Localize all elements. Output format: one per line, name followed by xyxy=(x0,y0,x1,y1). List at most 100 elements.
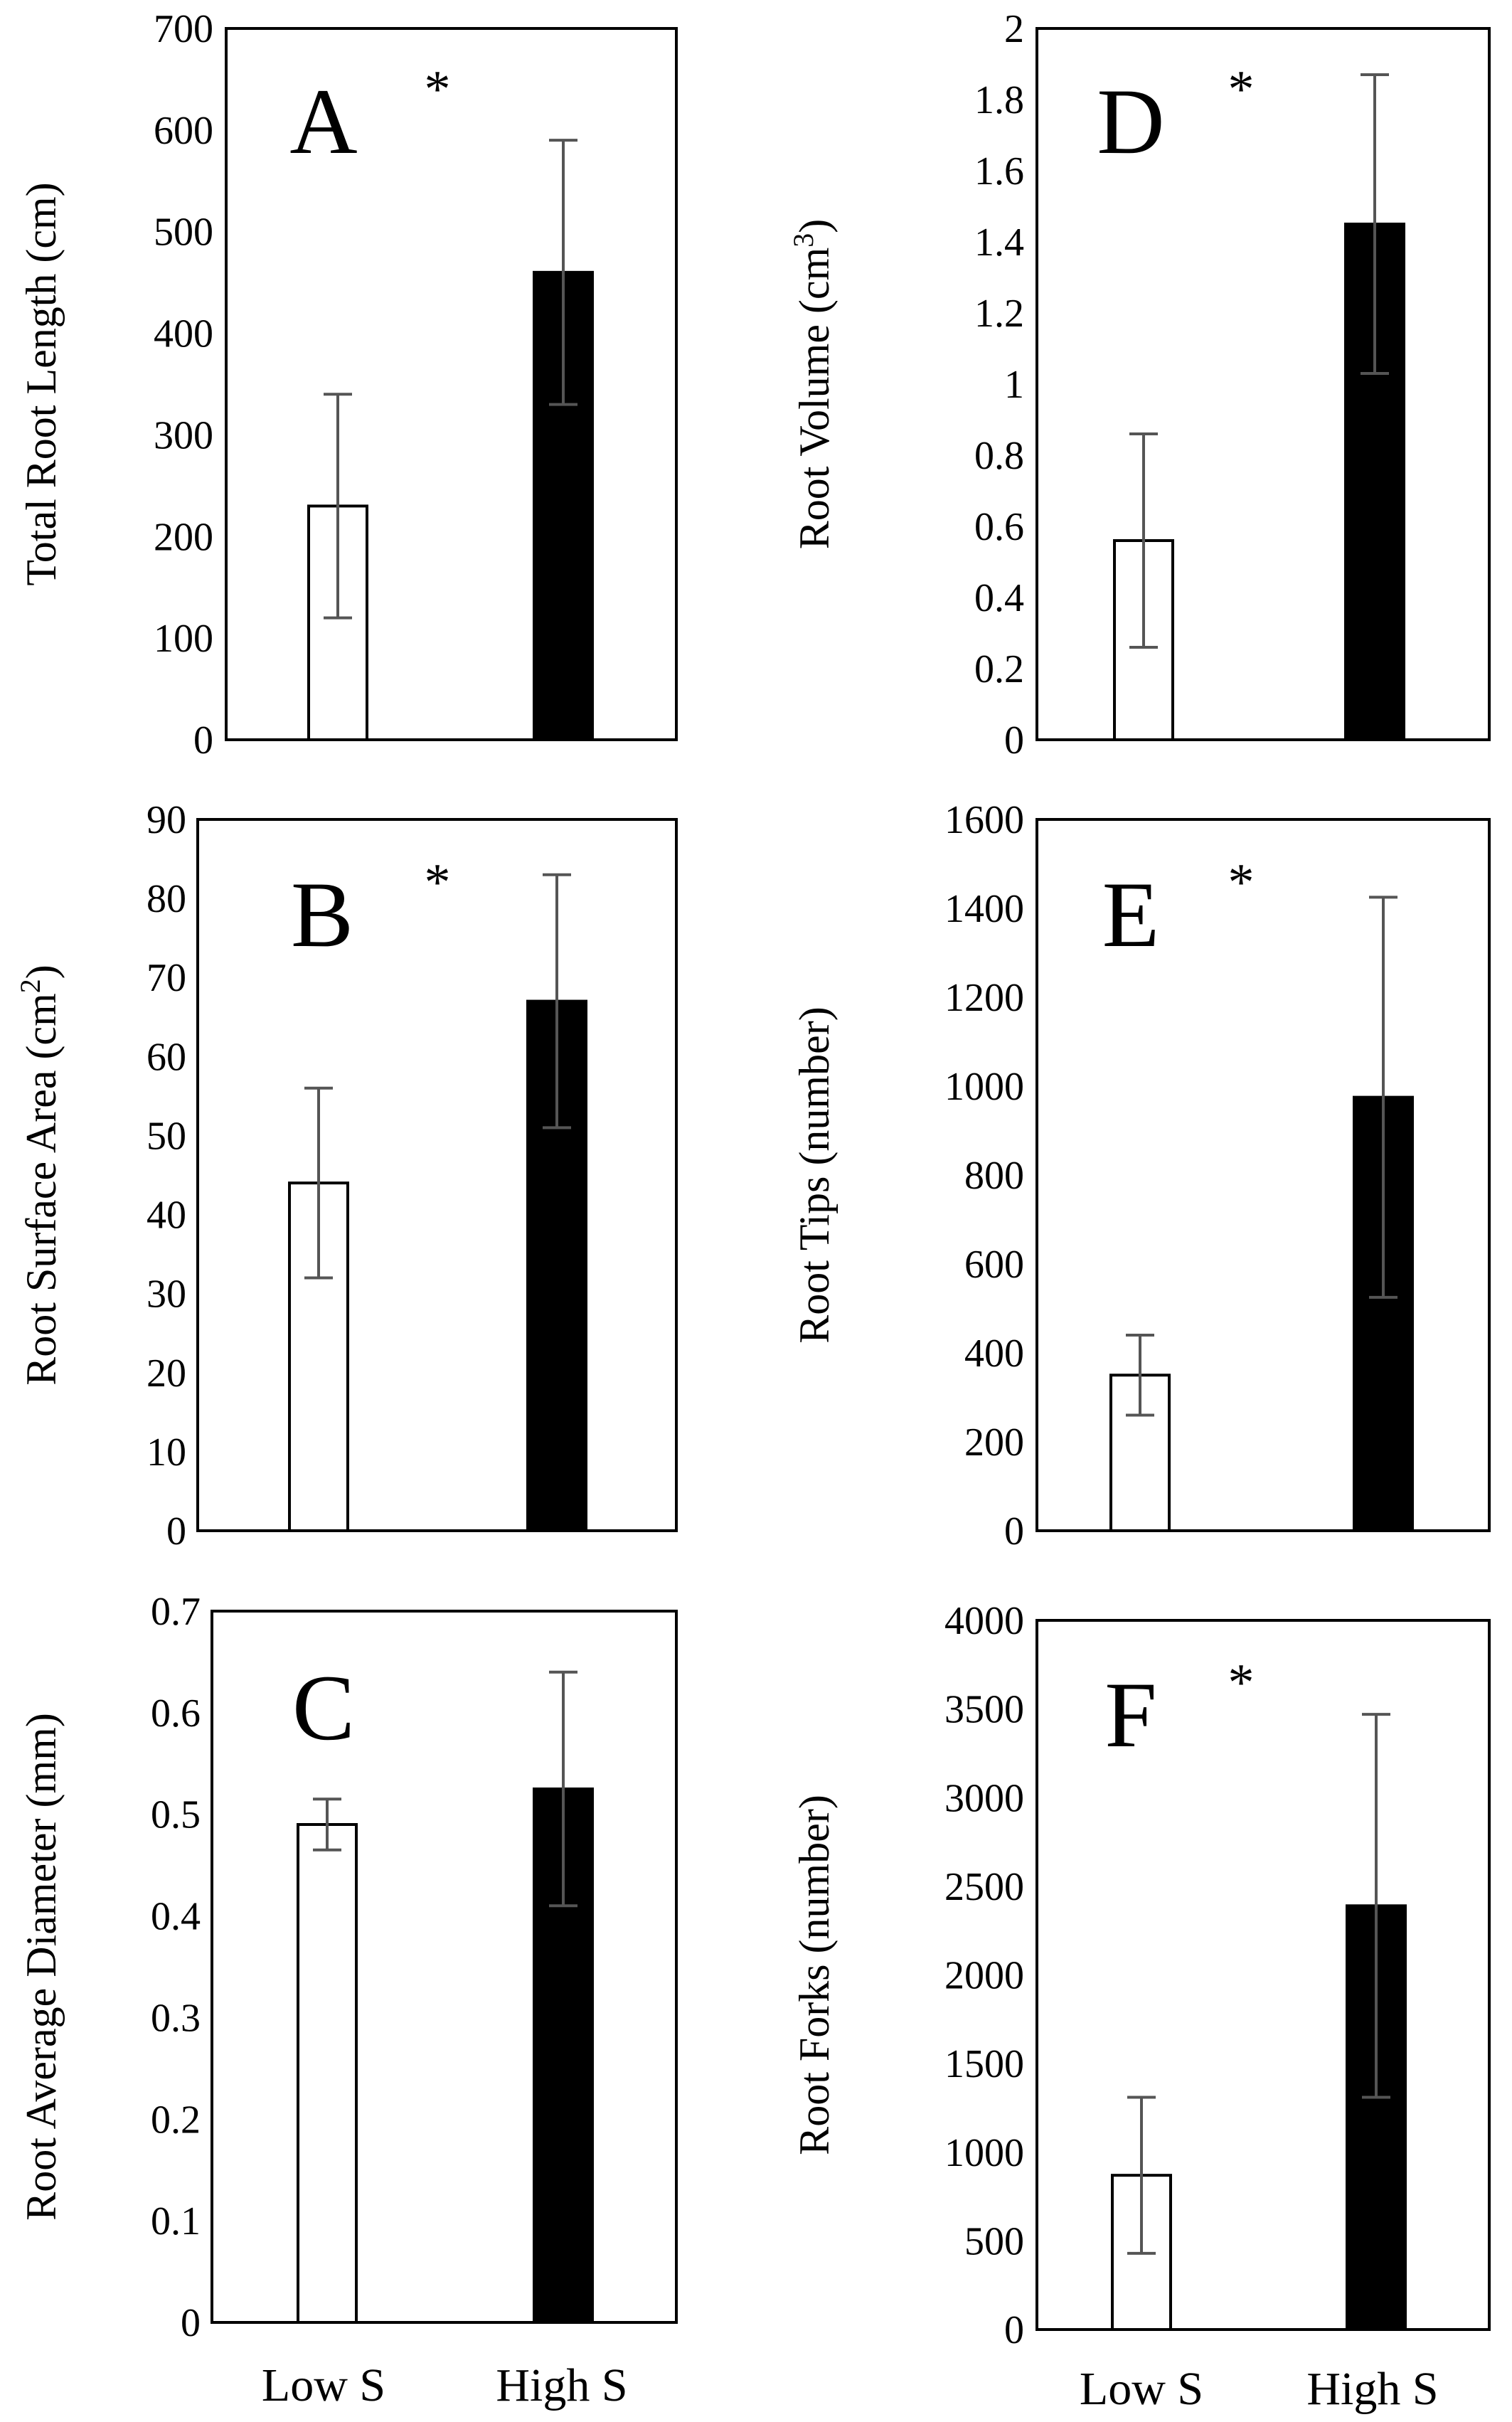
y-tick-f-6: 3000 xyxy=(944,1776,1024,1820)
y-tick-d-6: 1.2 xyxy=(974,292,1024,336)
panel-letter-a: A xyxy=(289,69,357,174)
panel-d: 0 0.2 0.4 0.6 0.8 1 1.2 1.4 1.6 1.8 2 Root Volume (… xyxy=(787,7,1491,763)
plot-frame-d xyxy=(1035,27,1491,741)
y-tick-e-2: 400 xyxy=(964,1332,1024,1376)
y-axis-label-b: Root Surface Area (cm2) xyxy=(14,965,65,1385)
y-tick-c-7: 0.7 xyxy=(151,1590,201,1634)
error-bar-b-low-s xyxy=(304,1086,333,1280)
bar-c-low-s xyxy=(297,1823,358,2324)
x-label-right-low-s: Low S xyxy=(1080,2363,1203,2415)
error-bar-f-low-s xyxy=(1127,2096,1156,2255)
panel-letter-d: D xyxy=(1097,69,1164,174)
error-bar-c-low-s xyxy=(313,1797,341,1852)
y-tick-a-7: 700 xyxy=(154,7,213,51)
y-tick-f-8: 4000 xyxy=(944,1599,1024,1643)
y-tick-f-5: 2500 xyxy=(944,1865,1024,1909)
plot-frame-b xyxy=(196,818,678,1532)
y-tick-e-7: 1400 xyxy=(944,887,1024,931)
bottom-category-labels: Low S High S Low S High S xyxy=(262,2359,1439,2415)
y-tick-d-0: 0 xyxy=(1004,718,1024,763)
x-label-right-high-s: High S xyxy=(1306,2363,1438,2415)
y-tick-b-8: 80 xyxy=(147,877,186,921)
y-tick-e-6: 1200 xyxy=(944,976,1024,1020)
significance-star-e: * xyxy=(1228,854,1255,912)
y-tick-a-2: 200 xyxy=(154,515,213,559)
error-bar-c-high-s xyxy=(549,1670,577,1908)
bar-b-low-s xyxy=(288,1181,349,1532)
y-tick-e-3: 600 xyxy=(964,1243,1024,1287)
y-tick-d-7: 1.4 xyxy=(974,221,1024,265)
panel-letter-b: B xyxy=(291,862,353,967)
y-tick-b-1: 10 xyxy=(147,1430,186,1475)
y-tick-b-4: 40 xyxy=(147,1194,186,1238)
y-tick-f-2: 1000 xyxy=(944,2131,1024,2175)
y-tick-e-0: 0 xyxy=(1004,1509,1024,1553)
y-tick-d-2: 0.4 xyxy=(974,576,1024,620)
error-bar-a-low-s xyxy=(324,393,352,620)
error-bar-b-high-s xyxy=(543,873,571,1130)
y-tick-d-4: 0.8 xyxy=(974,434,1024,478)
error-bar-f-high-s xyxy=(1362,1713,1390,2099)
y-tick-a-0: 0 xyxy=(193,718,213,763)
panel-letter-f: F xyxy=(1104,1662,1156,1767)
y-tick-d-8: 1.6 xyxy=(974,149,1024,193)
y-tick-a-6: 600 xyxy=(154,109,213,153)
y-tick-a-5: 500 xyxy=(154,211,213,255)
panel-f: 0 500 1000 1500 2000 2500 3000 3500 4000 Root For… xyxy=(791,1599,1491,2352)
plot-frame-e xyxy=(1035,818,1491,1532)
y-tick-d-5: 1 xyxy=(1004,363,1024,407)
y-tick-f-3: 1500 xyxy=(944,2042,1024,2086)
y-tick-f-0: 0 xyxy=(1004,2308,1024,2352)
y-tick-d-9: 1.8 xyxy=(974,78,1024,122)
plot-frame-c xyxy=(211,1610,678,2324)
significance-star-f: * xyxy=(1228,1654,1255,1712)
y-tick-a-3: 300 xyxy=(154,413,213,457)
y-axis-label-c: Root Average Diameter (mm) xyxy=(18,1713,65,2221)
panel-a: 0 100 200 300 400 500 600 700 Total Root Length … xyxy=(18,7,678,763)
error-bar-d-high-s xyxy=(1361,73,1389,375)
plot-frame-f xyxy=(1035,1619,1491,2331)
y-tick-f-4: 2000 xyxy=(944,1954,1024,1998)
error-bar-e-high-s xyxy=(1369,896,1397,1299)
y-axis-label-e: Root Tips (number) xyxy=(791,1006,838,1343)
y-tick-e-1: 200 xyxy=(964,1420,1024,1465)
y-tick-f-1: 500 xyxy=(964,2219,1024,2263)
panel-letter-c: C xyxy=(292,1655,355,1760)
y-axis-label-f: Root Forks (number) xyxy=(791,1795,838,2155)
y-tick-b-7: 70 xyxy=(147,956,186,1000)
y-tick-b-9: 90 xyxy=(147,798,186,842)
y-tick-c-1: 0.1 xyxy=(151,2199,201,2243)
y-tick-a-4: 400 xyxy=(154,312,213,356)
y-tick-b-3: 30 xyxy=(147,1273,186,1317)
error-bar-a-high-s xyxy=(549,139,577,406)
x-label-left-high-s: High S xyxy=(496,2359,627,2411)
y-tick-e-8: 1600 xyxy=(944,798,1024,842)
y-tick-f-7: 3500 xyxy=(944,1688,1024,1732)
y-tick-d-3: 0.6 xyxy=(974,505,1024,549)
y-tick-c-4: 0.4 xyxy=(151,1895,201,1939)
y-tick-b-0: 0 xyxy=(166,1509,186,1553)
y-tick-b-2: 20 xyxy=(147,1351,186,1396)
error-bar-e-low-s xyxy=(1126,1334,1154,1417)
significance-star-d: * xyxy=(1228,60,1255,119)
y-tick-c-6: 0.6 xyxy=(151,1691,201,1736)
y-tick-c-0: 0 xyxy=(181,2301,201,2345)
y-tick-d-1: 0.2 xyxy=(974,647,1024,691)
y-tick-b-6: 60 xyxy=(147,1035,186,1079)
y-tick-c-5: 0.5 xyxy=(151,1793,201,1837)
significance-star-b: * xyxy=(425,854,451,912)
panel-b: 0 10 20 30 40 50 60 70 80 90 Root Surface Area (cm… xyxy=(14,798,678,1553)
y-tick-e-4: 800 xyxy=(964,1154,1024,1198)
significance-star-a: * xyxy=(425,60,451,119)
plot-frame-a xyxy=(225,27,678,741)
y-tick-e-5: 1000 xyxy=(944,1065,1024,1109)
error-bar-d-low-s xyxy=(1129,432,1158,649)
y-tick-b-5: 50 xyxy=(147,1114,186,1158)
panel-letter-e: E xyxy=(1102,862,1160,967)
x-label-left-low-s: Low S xyxy=(262,2359,385,2411)
y-tick-d-10: 2 xyxy=(1004,7,1024,51)
panel-e: 0 200 400 600 800 1000 1200 1400 1600 Root Tips (… xyxy=(791,798,1491,1553)
y-tick-c-2: 0.2 xyxy=(151,2098,201,2142)
